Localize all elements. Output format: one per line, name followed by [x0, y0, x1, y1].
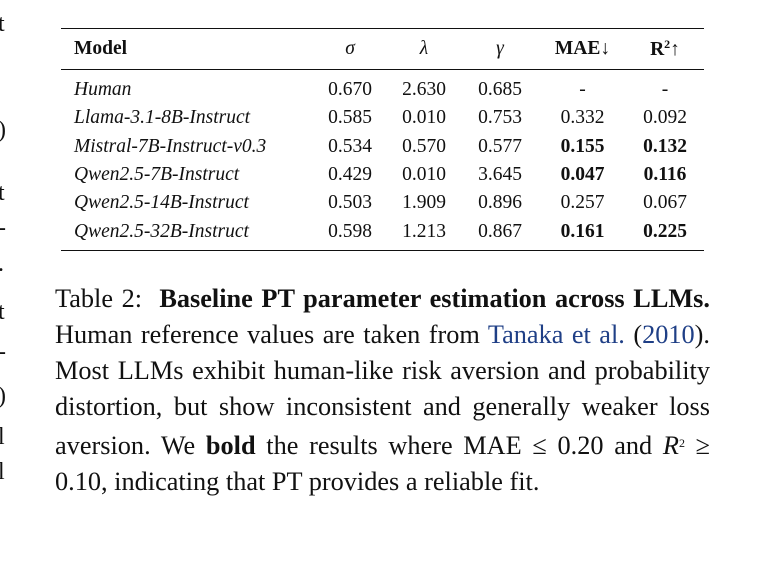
table-caption: Table 2: Baseline PT parameter estimatio… [55, 281, 710, 500]
cell-r2: 0.132 [643, 135, 687, 157]
cell-lambda: 1.213 [402, 220, 446, 242]
results-table: Model σ λ γ MAE↓ R2↑ Human 0.670 2.630 0.68… [61, 28, 704, 251]
cell-lambda: 1.909 [402, 192, 446, 214]
table-row: Qwen2.5-14B-Instruct 0.503 1.909 0.896 0.257… [61, 189, 704, 217]
cell-model: Mistral-7B-Instruct-v0.3 [74, 135, 267, 157]
header-r2: R2↑ [626, 29, 704, 70]
header-model: Model [74, 38, 128, 59]
header-lambda: λ [419, 38, 429, 59]
header-r2-sup: 2 [664, 37, 671, 51]
caption-heading: Baseline PT parameter estimation across … [159, 284, 710, 313]
margin-fragment: t [0, 180, 5, 206]
caption-text: Most LLMs exhibit human-like risk aversi… [55, 356, 710, 460]
margin-fragment: . [0, 252, 4, 276]
cell-model: Qwen2.5-32B-Instruct [74, 220, 249, 242]
table-body: Human 0.670 2.630 0.685 - - Llama-3.1-8B-Instr… [61, 70, 704, 251]
caption-text: and [614, 431, 653, 460]
cell-lambda: 0.570 [402, 135, 446, 157]
caption-math: ≥ 0.10, [55, 431, 711, 496]
cell-sigma: 0.429 [328, 164, 372, 186]
cell-gamma: 0.753 [478, 107, 522, 129]
table-row: Qwen2.5-32B-Instruct 0.598 1.213 0.867 0.161… [61, 217, 704, 251]
caption-text: the results where MAE [266, 431, 522, 460]
table-row: Mistral-7B-Instruct-v0.3 0.534 0.570 0.577 0… [61, 133, 704, 161]
table-row: Qwen2.5-7B-Instruct 0.429 0.010 3.645 0.047 0… [61, 161, 704, 189]
caption-math: ≤ 0.20 [532, 431, 604, 460]
header-r2-base: R [650, 39, 665, 60]
cell-sigma: 0.534 [328, 135, 372, 157]
cell-model: Human [74, 79, 132, 101]
cell-model: Llama-3.1-8B-Instruct [74, 107, 251, 129]
cell-mae: 0.155 [560, 135, 605, 157]
cell-gamma: 0.685 [478, 79, 522, 101]
margin-fragment: l [0, 459, 5, 485]
margin-fragment: ) [0, 118, 6, 142]
margin-fragment: ) [0, 384, 6, 408]
cell-gamma: 0.577 [478, 135, 522, 157]
cell-mae: 0.257 [560, 192, 605, 214]
citation-year-link[interactable]: 2010 [642, 320, 695, 349]
table-row: Llama-3.1-8B-Instruct 0.585 0.010 0.753 0.33… [61, 104, 704, 132]
caption-math-var: R [662, 431, 679, 460]
margin-fragment: l [0, 424, 5, 450]
citation-paren: ). [694, 320, 711, 349]
cell-gamma: 0.867 [478, 220, 522, 242]
margin-fragment: - [0, 216, 6, 240]
cell-mae: 0.161 [560, 220, 605, 242]
cell-lambda: 0.010 [402, 164, 446, 186]
cell-r2: 0.225 [643, 220, 687, 242]
citation-paren: ( [633, 320, 643, 349]
caption-bold-word: bold [205, 431, 256, 460]
cell-mae: 0.332 [560, 107, 605, 129]
cell-gamma: 3.645 [478, 164, 522, 186]
cell-gamma: 0.896 [478, 192, 522, 214]
cell-sigma: 0.670 [328, 79, 372, 101]
table-row: Human 0.670 2.630 0.685 - - [61, 70, 704, 105]
left-column-fragments: t ) t - . t - ) l l [0, 0, 14, 562]
caption-label: Table 2: [55, 284, 143, 313]
cell-sigma: 0.598 [328, 220, 372, 242]
cell-r2: 0.116 [643, 164, 687, 186]
cell-model: Qwen2.5-7B-Instruct [74, 164, 240, 186]
header-mae: MAE↓ [554, 38, 611, 59]
caption-text: Human reference values are taken from [55, 320, 480, 349]
cell-mae: - [579, 79, 586, 101]
margin-fragment: t [0, 11, 5, 37]
cell-lambda: 2.630 [402, 79, 446, 101]
cell-sigma: 0.585 [328, 107, 372, 129]
cell-r2: - [661, 79, 669, 101]
caption-math-sup: 2 [678, 436, 685, 450]
cell-mae: 0.047 [560, 164, 605, 186]
cell-r2: 0.092 [643, 107, 687, 129]
cell-model: Qwen2.5-14B-Instruct [74, 192, 249, 214]
header-r2-arrow: ↑ [670, 39, 680, 60]
table-header-row: Model σ λ γ MAE↓ R2↑ [61, 28, 704, 70]
header-gamma: γ [496, 38, 504, 59]
cell-lambda: 0.010 [402, 107, 446, 129]
margin-fragment: t [0, 299, 5, 325]
cell-r2: 0.067 [643, 192, 687, 214]
caption-text: indicating that PT provides a reliable f… [114, 467, 540, 496]
margin-fragment: - [0, 340, 6, 364]
citation-link[interactable]: Tanaka et al. [487, 320, 625, 349]
header-sigma: σ [345, 38, 355, 59]
cell-sigma: 0.503 [328, 192, 372, 214]
